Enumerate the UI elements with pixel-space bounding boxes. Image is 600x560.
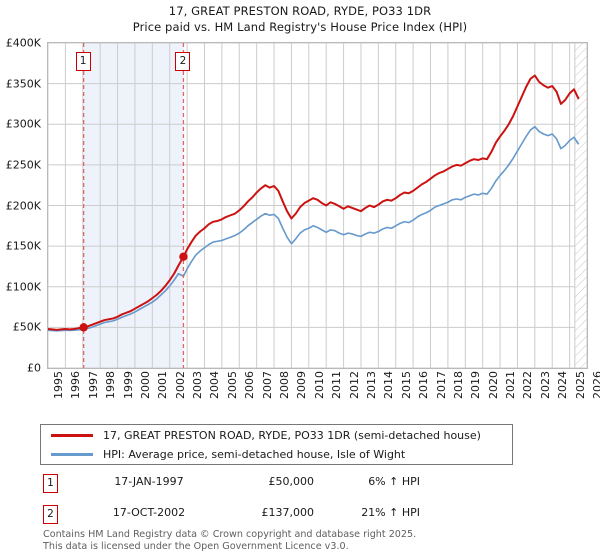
chart-svg bbox=[48, 43, 587, 368]
chart-titles: 17, GREAT PRESTON ROAD, RYDE, PO33 1DR P… bbox=[0, 0, 600, 35]
legend-item: HPI: Average price, semi-detached house,… bbox=[41, 445, 405, 464]
x-axis-tick-label: 2026 bbox=[591, 371, 600, 399]
x-axis-tick-label: 2010 bbox=[312, 371, 326, 399]
footer-line-2: This data is licensed under the Open Gov… bbox=[43, 540, 349, 552]
sale-hpi-delta: 6% ↑ HPI bbox=[368, 475, 420, 488]
sale-row[interactable]: 2 17-OCT-2002 £137,000 21% ↑ HPI bbox=[40, 503, 460, 534]
sales-table: 1 17-JAN-1997 £50,000 6% ↑ HPI 2 17-OCT-2002 £… bbox=[40, 472, 460, 534]
x-axis-tick-label: 2017 bbox=[434, 371, 448, 399]
x-axis-tick-label: 1996 bbox=[69, 371, 83, 399]
sale-row-marker: 1 bbox=[43, 474, 58, 493]
y-axis-tick-label: £300K bbox=[5, 117, 41, 131]
x-axis-tick-label: 2013 bbox=[364, 371, 378, 399]
x-axis-tick-label: 2018 bbox=[451, 371, 465, 399]
x-axis-tick-label: 1999 bbox=[121, 371, 135, 399]
chart-legend: 17, GREAT PRESTON ROAD, RYDE, PO33 1DR (… bbox=[40, 424, 513, 465]
x-axis-labels: 1995 1996 1997 1998 1999 2000 2001 2002 2003 2004… bbox=[47, 371, 600, 417]
page-title: 17, GREAT PRESTON ROAD, RYDE, PO33 1DR bbox=[168, 4, 432, 18]
x-axis-tick-label: 2006 bbox=[243, 371, 257, 399]
x-axis-tick-label: 2011 bbox=[330, 371, 344, 399]
y-axis-tick-label: £350K bbox=[5, 77, 41, 91]
y-axis-tick-label: £50K bbox=[12, 320, 41, 334]
y-axis-tick-label: £100K bbox=[5, 280, 41, 294]
chart-sale-marker-1[interactable]: 1 bbox=[75, 52, 91, 71]
sale-point-dot[interactable] bbox=[79, 323, 88, 332]
y-axis-tick-label: £0 bbox=[27, 361, 41, 375]
x-axis-tick-label: 2012 bbox=[347, 371, 361, 399]
legend-swatch-price-paid bbox=[51, 434, 93, 437]
sale-date: 17-OCT-2002 bbox=[112, 506, 186, 519]
sale-point-dot[interactable] bbox=[179, 252, 188, 261]
series-line-price-paid bbox=[48, 74, 580, 331]
x-axis-tick-label: 1995 bbox=[52, 371, 65, 399]
x-axis-tick-label: 1997 bbox=[86, 371, 100, 399]
x-axis-tick-label: 1998 bbox=[104, 371, 118, 399]
x-axis-tick-label: 2021 bbox=[504, 371, 518, 399]
sale-price: £137,000 bbox=[261, 506, 315, 519]
x-axis-tick-label: 2020 bbox=[486, 371, 500, 399]
x-axis-tick-label: 2003 bbox=[191, 371, 205, 399]
legend-item: 17, GREAT PRESTON ROAD, RYDE, PO33 1DR (… bbox=[41, 426, 481, 445]
x-axis-tick-label: 2004 bbox=[208, 371, 222, 399]
y-axis-tick-label: £150K bbox=[5, 239, 41, 253]
footer-line-1: Contains HM Land Registry data © Crown c… bbox=[43, 529, 417, 540]
y-axis-tick-label: £200K bbox=[5, 199, 41, 212]
x-axis-tick-label: 2025 bbox=[573, 371, 587, 399]
x-axis-tick-label: 2000 bbox=[138, 371, 152, 399]
series-line-hpi bbox=[48, 125, 580, 332]
x-axis-tick-label: 2008 bbox=[278, 371, 292, 399]
legend-item-label: HPI: Average price, semi-detached house,… bbox=[103, 448, 406, 461]
sale-hpi-delta: 21% ↑ HPI bbox=[361, 506, 420, 519]
x-axis-tick-label: 2007 bbox=[260, 371, 274, 399]
sale-row-marker: 2 bbox=[43, 505, 58, 524]
page-subtitle: Price paid vs. HM Land Registry's House … bbox=[132, 20, 468, 34]
x-axis-tick-label: 2023 bbox=[538, 371, 552, 399]
y-axis-labels: £0 £50K £100K £150K £200K £250K £300K £350K £400… bbox=[0, 37, 44, 375]
chart-sale-marker-2[interactable]: 2 bbox=[175, 52, 191, 71]
x-axis-tick-label: 2015 bbox=[399, 371, 413, 399]
x-axis-tick-label: 2005 bbox=[225, 371, 239, 399]
sale-row[interactable]: 1 17-JAN-1997 £50,000 6% ↑ HPI bbox=[40, 472, 460, 503]
plot-area[interactable] bbox=[47, 42, 588, 369]
x-axis-tick-label: 2014 bbox=[382, 371, 396, 399]
forecast-hatched-region bbox=[574, 43, 587, 368]
footer-attribution: Contains HM Land Registry data © Crown c… bbox=[43, 529, 583, 552]
x-axis-tick-label: 2022 bbox=[521, 371, 535, 399]
sale-price: £50,000 bbox=[268, 475, 315, 488]
x-axis-tick-label: 2001 bbox=[156, 371, 170, 399]
x-axis-tick-label: 2002 bbox=[173, 371, 187, 399]
x-axis-tick-label: 2009 bbox=[295, 371, 309, 399]
legend-swatch-hpi bbox=[51, 453, 93, 456]
x-axis-tick-label: 2016 bbox=[417, 371, 431, 399]
y-axis-tick-label: £250K bbox=[5, 158, 41, 172]
legend-item-label: 17, GREAT PRESTON ROAD, RYDE, PO33 1DR (… bbox=[103, 429, 481, 442]
x-axis-tick-label: 2024 bbox=[556, 371, 570, 399]
y-axis-tick-label: £400K bbox=[5, 36, 41, 50]
x-axis-tick-label: 2019 bbox=[469, 371, 483, 399]
sale-date: 17-JAN-1997 bbox=[114, 475, 184, 488]
